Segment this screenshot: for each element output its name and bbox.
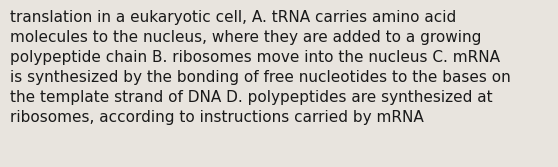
Text: translation in a eukaryotic cell, A. tRNA carries amino acid
molecules to the nu: translation in a eukaryotic cell, A. tRN… (10, 10, 511, 125)
